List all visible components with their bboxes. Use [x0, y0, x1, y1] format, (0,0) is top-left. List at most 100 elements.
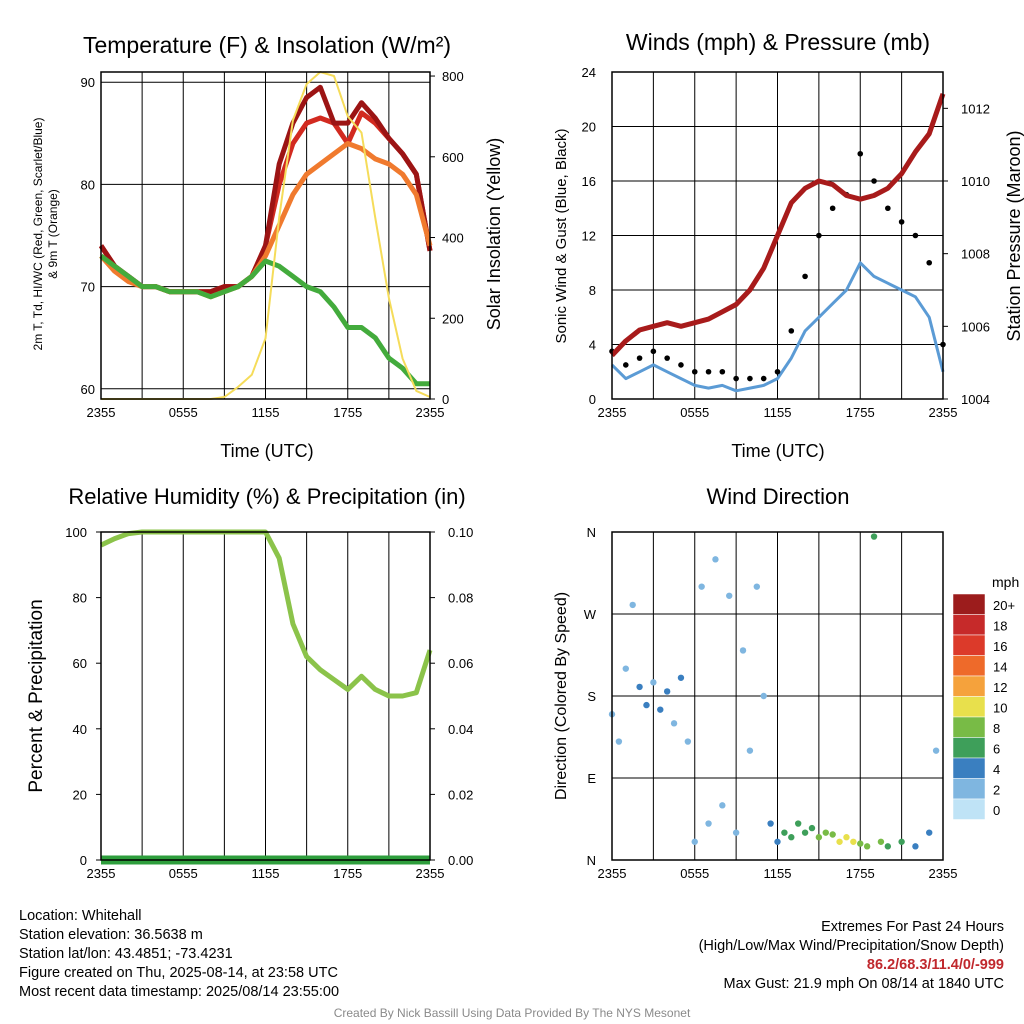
y2-tick-label: 1006	[961, 319, 990, 334]
direction-point	[898, 838, 905, 845]
y-tick-label: 4	[589, 338, 596, 353]
y2-tick-label: 0.00	[448, 853, 473, 868]
gust-point	[816, 232, 822, 239]
extremes-description: (High/Low/Max Wind/Precipitation/Snow De…	[698, 938, 1004, 954]
y-tick-label: W	[584, 607, 597, 622]
direction-point	[801, 829, 809, 836]
x-tick-label: 0555	[169, 405, 198, 420]
gust-point	[788, 328, 795, 334]
y-tick-label: 12	[582, 229, 596, 244]
direction-point	[815, 834, 823, 841]
wind-direction-panel: Wind Direction 2355 0555 1155 1755 2355NESWN…	[553, 484, 1019, 881]
y2-tick-label: 0.08	[448, 591, 473, 606]
direction-point	[629, 601, 636, 609]
y-tick-label: 0	[80, 853, 87, 868]
direction-point	[684, 738, 692, 745]
humidity-panel: Relative Humidity (%) & Precipitation (i…	[26, 484, 473, 881]
x-tick-label: 1755	[333, 866, 362, 881]
direction-point	[705, 820, 712, 827]
gust-point	[774, 368, 781, 375]
direction-point	[781, 829, 788, 836]
colorbar-swatch	[952, 696, 986, 718]
y2-tick-label: 0.10	[448, 525, 473, 540]
direction-point	[767, 820, 774, 827]
direction-point	[794, 820, 802, 827]
colorbar-label: 10	[993, 701, 1007, 716]
plot-border	[100, 531, 431, 861]
y2-tick-label: 800	[442, 69, 464, 84]
direction-point	[691, 838, 698, 845]
colorbar-label: 8	[993, 721, 1000, 736]
wind-series	[610, 261, 945, 393]
x-tick-label: 2355	[598, 405, 627, 420]
x-tick-label: 2355	[416, 405, 445, 420]
pressure-series	[610, 92, 946, 358]
y-tick-label: 60	[81, 382, 95, 397]
extremes-values: 86.2/68.3/11.4/0/-999	[866, 957, 1004, 973]
direction-point	[822, 829, 829, 836]
temperature-ylabel-left-2: & 9m T (Orange)	[46, 189, 60, 279]
direction-point	[932, 747, 940, 754]
x-tick-label: 0555	[680, 866, 709, 881]
y2-tick-label: 0.06	[448, 656, 473, 671]
x-tick-label: 1155	[252, 866, 280, 881]
direction-point	[788, 834, 795, 841]
temperature-xlabel: Time (UTC)	[220, 441, 313, 461]
y-tick-label: 8	[589, 283, 596, 298]
y-tick-label: 60	[73, 656, 87, 671]
direction-point	[857, 840, 864, 847]
y2-tick-label: 0.04	[448, 722, 473, 737]
colorbar-label: 14	[993, 660, 1007, 675]
colorbar-swatch	[952, 614, 986, 636]
y2-tick-label: 600	[442, 150, 464, 165]
colorbar-label: 2	[993, 783, 1000, 798]
elevation-line: Station elevation: 36.5638 m	[19, 927, 203, 943]
winds-plot-area: 2355 0555 1155 1755 235504812162024100410061…	[582, 65, 990, 420]
gust-point	[829, 205, 836, 212]
direction-point	[712, 556, 719, 563]
direction-point	[622, 665, 629, 672]
winds-panel: Winds (mph) & Pressure (mb) 2355 0555 1155…	[553, 29, 1024, 461]
direction-point	[663, 688, 671, 695]
colorbar-swatch	[952, 655, 986, 677]
direction-point	[850, 838, 857, 845]
x-tick-label: 2355	[87, 866, 116, 881]
y-tick-label: 80	[73, 591, 87, 606]
y2-tick-label: 1008	[961, 247, 990, 262]
x-tick-label: 2355	[929, 405, 958, 420]
temperature-ylabel-right: Solar Insolation (Yellow)	[484, 138, 504, 330]
winds-xlabel: Time (UTC)	[731, 441, 824, 461]
direction-point	[739, 647, 747, 654]
gust-point	[747, 375, 753, 382]
direction-point	[836, 838, 843, 845]
y-tick-label: 90	[81, 75, 95, 90]
x-tick-label: 0555	[169, 866, 198, 881]
credit-line: Created By Nick Bassill Using Data Provi…	[333, 1006, 691, 1020]
gust-point	[733, 375, 739, 382]
direction-point	[732, 829, 740, 836]
gust-point	[691, 368, 698, 375]
colorbar-label: 0	[993, 803, 1000, 818]
direction-point	[726, 592, 733, 599]
winds-ylabel-left: Sonic Wind & Gust (Blue, Black)	[553, 128, 570, 343]
y-tick-label: 40	[73, 722, 87, 737]
created-line: Figure created on Thu, 2025-08-14, at 23…	[19, 965, 338, 981]
direction-point	[877, 838, 885, 845]
y-tick-label: 20	[582, 120, 596, 135]
direction-point	[870, 533, 878, 540]
y-tick-label: 80	[81, 177, 95, 192]
x-tick-label: 2355	[598, 866, 627, 881]
gust-point	[622, 362, 629, 368]
y2-tick-label: 0	[442, 392, 449, 407]
direction-point	[636, 683, 643, 691]
colorbar-label: 20+	[993, 598, 1015, 613]
temperature-ylabel-left-1: 2m T, Td, HI/WC (Red, Green, Scarlet/Blu…	[31, 118, 45, 351]
x-tick-label: 1755	[333, 405, 362, 420]
direction-point	[829, 831, 836, 838]
direction-point	[643, 701, 650, 709]
y-tick-label: E	[587, 771, 596, 786]
colorbar-label: 4	[993, 762, 1000, 777]
direction-point	[657, 706, 664, 713]
gust-point	[760, 375, 767, 382]
temperature-title: Temperature (F) & Insolation (W/m²)	[83, 32, 451, 58]
